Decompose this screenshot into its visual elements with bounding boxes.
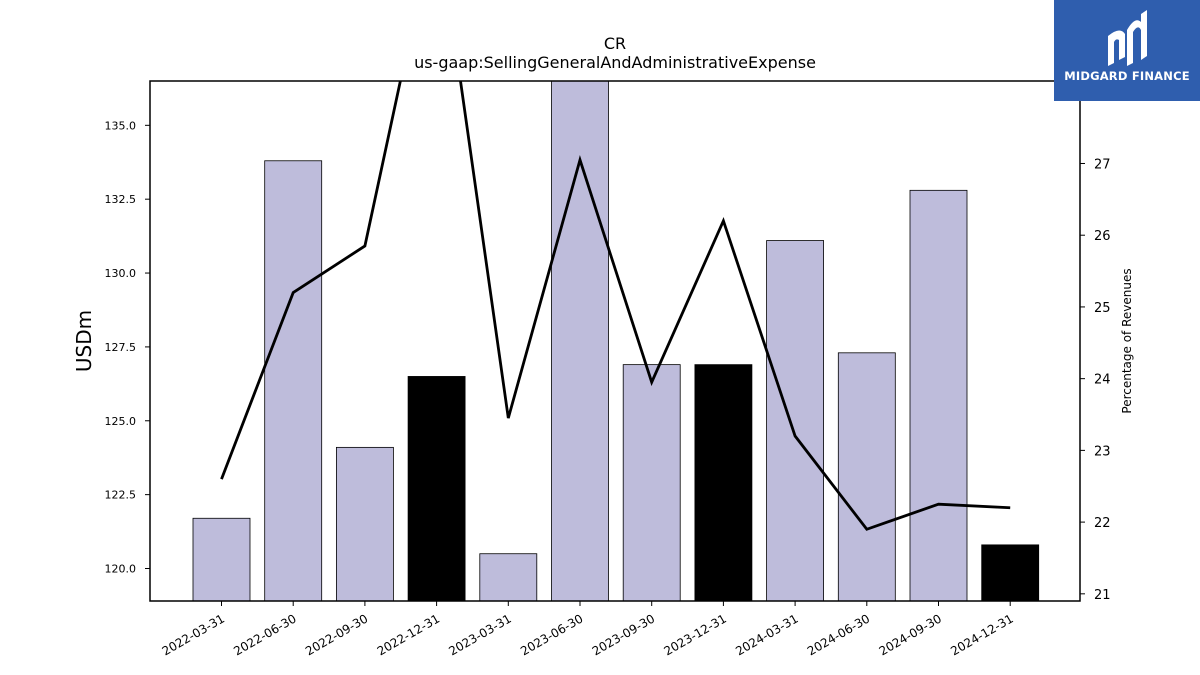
bar-2023-03-31 bbox=[479, 553, 538, 601]
bars-layer bbox=[192, 81, 1040, 601]
x-tick-label: 2023-03-31 bbox=[446, 611, 513, 658]
chart-title: CR bbox=[604, 34, 626, 53]
x-axis: 2022-03-31 2022-06-30 2022-09-30 2022-12-31… bbox=[160, 601, 1016, 658]
x-tick-label: 2022-03-31 bbox=[160, 611, 227, 658]
y-tick-label: 125.0 bbox=[105, 415, 137, 428]
y2-tick-label: 26 bbox=[1094, 229, 1111, 244]
y-tick-label: 132.5 bbox=[105, 193, 137, 206]
bar-2023-12-31 bbox=[694, 364, 753, 601]
x-tick-label: 2024-06-30 bbox=[805, 611, 872, 658]
brand-logo: MIDGARD FINANCE bbox=[1054, 0, 1200, 101]
x-tick-label: 2022-06-30 bbox=[231, 611, 298, 658]
x-tick-label: 2024-09-30 bbox=[877, 611, 944, 658]
bar-2024-06-30 bbox=[837, 352, 896, 601]
bar-2024-09-30 bbox=[909, 189, 968, 601]
y2-tick-label: 22 bbox=[1094, 516, 1111, 531]
bar-2023-09-30 bbox=[622, 364, 681, 601]
right-axis: 21 22 23 24 25 26 27 bbox=[1080, 157, 1111, 603]
logo-text: MIDGARD FINANCE bbox=[1064, 69, 1190, 83]
bar-2022-12-31 bbox=[407, 376, 466, 601]
bar-2024-03-31 bbox=[766, 240, 824, 601]
x-tick-label: 2022-12-31 bbox=[375, 611, 442, 658]
x-tick-label: 2023-09-30 bbox=[590, 611, 657, 658]
bar-2023-06-30 bbox=[551, 81, 609, 601]
y-axis-label: USDm bbox=[72, 310, 96, 372]
y-tick-label: 127.5 bbox=[105, 341, 137, 354]
y-tick-label: 130.0 bbox=[105, 267, 137, 280]
chart-subtitle: us-gaap:SellingGeneralAndAdministrativeE… bbox=[414, 53, 816, 72]
y2-tick-label: 21 bbox=[1094, 588, 1111, 603]
left-axis: 120.0 122.5 125.0 127.5 130.0 132.5 135.0 bbox=[105, 119, 150, 576]
x-tick-label: 2022-09-30 bbox=[303, 611, 370, 658]
y2-tick-label: 23 bbox=[1094, 444, 1111, 459]
y2-tick-label: 27 bbox=[1094, 157, 1111, 172]
bar-2022-09-30 bbox=[335, 446, 394, 601]
bar-2022-03-31 bbox=[192, 517, 251, 601]
y-tick-label: 122.5 bbox=[105, 489, 137, 502]
percentage-line bbox=[220, 81, 1011, 531]
y2-axis-label: Percentage of Revenues bbox=[1120, 268, 1134, 413]
x-tick-label: 2023-12-31 bbox=[661, 611, 728, 658]
bar-2022-06-30 bbox=[264, 160, 323, 601]
y-tick-label: 135.0 bbox=[105, 119, 137, 132]
y-tick-label: 120.0 bbox=[105, 563, 137, 576]
x-tick-label: 2024-03-31 bbox=[733, 611, 800, 658]
line-layer bbox=[220, 81, 1011, 531]
x-tick-label: 2024-12-31 bbox=[948, 611, 1015, 658]
x-tick-label: 2023-06-30 bbox=[518, 611, 585, 658]
bar-2024-12-31 bbox=[981, 544, 1040, 601]
plot-frame bbox=[149, 80, 1081, 602]
y2-tick-label: 24 bbox=[1094, 373, 1111, 388]
midgard-logo-icon bbox=[1108, 10, 1147, 67]
y2-tick-label: 25 bbox=[1094, 301, 1111, 316]
